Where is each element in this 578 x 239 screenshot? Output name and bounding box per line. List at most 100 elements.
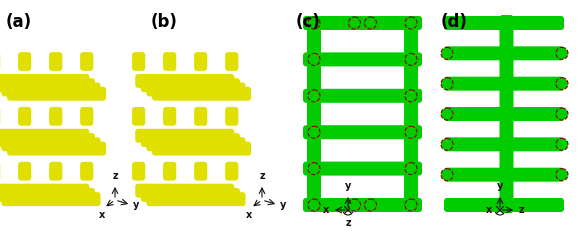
FancyBboxPatch shape	[152, 87, 251, 101]
FancyBboxPatch shape	[307, 20, 321, 208]
FancyBboxPatch shape	[503, 107, 564, 121]
FancyBboxPatch shape	[163, 107, 176, 126]
FancyBboxPatch shape	[225, 162, 238, 181]
FancyBboxPatch shape	[503, 137, 564, 151]
FancyBboxPatch shape	[0, 184, 90, 198]
Circle shape	[308, 126, 320, 138]
Text: y: y	[345, 181, 351, 191]
Circle shape	[405, 53, 417, 65]
FancyBboxPatch shape	[303, 89, 422, 103]
FancyBboxPatch shape	[444, 198, 509, 212]
FancyBboxPatch shape	[152, 141, 251, 156]
FancyBboxPatch shape	[303, 52, 422, 66]
FancyBboxPatch shape	[303, 198, 422, 212]
Text: (c): (c)	[296, 13, 321, 31]
Bar	[147, 0, 289, 239]
Bar	[436, 0, 578, 239]
FancyBboxPatch shape	[503, 46, 564, 60]
Circle shape	[349, 199, 361, 211]
Circle shape	[441, 47, 453, 59]
FancyBboxPatch shape	[0, 188, 95, 202]
FancyBboxPatch shape	[141, 188, 240, 202]
Bar	[0, 0, 147, 239]
FancyBboxPatch shape	[0, 129, 90, 143]
Text: z: z	[345, 218, 351, 228]
Circle shape	[556, 108, 568, 120]
Text: z: z	[112, 171, 118, 181]
Text: (d): (d)	[441, 13, 468, 31]
FancyBboxPatch shape	[146, 192, 246, 206]
FancyBboxPatch shape	[499, 15, 513, 213]
FancyBboxPatch shape	[225, 52, 238, 71]
FancyBboxPatch shape	[444, 137, 509, 151]
FancyBboxPatch shape	[18, 107, 31, 126]
FancyBboxPatch shape	[444, 168, 509, 182]
FancyBboxPatch shape	[146, 82, 246, 96]
FancyBboxPatch shape	[7, 141, 106, 156]
FancyBboxPatch shape	[444, 46, 509, 60]
Circle shape	[308, 199, 320, 211]
Text: y: y	[280, 200, 286, 210]
Text: x: x	[99, 210, 105, 220]
Circle shape	[308, 17, 320, 29]
Circle shape	[556, 78, 568, 90]
Text: y: y	[497, 181, 503, 191]
Circle shape	[556, 138, 568, 150]
FancyBboxPatch shape	[49, 107, 62, 126]
FancyBboxPatch shape	[503, 198, 564, 212]
FancyBboxPatch shape	[135, 184, 234, 198]
FancyBboxPatch shape	[132, 107, 145, 126]
FancyBboxPatch shape	[7, 196, 106, 210]
Circle shape	[308, 90, 320, 102]
FancyBboxPatch shape	[303, 16, 422, 30]
Circle shape	[308, 53, 320, 65]
Text: z: z	[519, 205, 525, 215]
FancyBboxPatch shape	[49, 162, 62, 181]
Text: z: z	[259, 171, 265, 181]
FancyBboxPatch shape	[225, 107, 238, 126]
Circle shape	[441, 138, 453, 150]
FancyBboxPatch shape	[7, 87, 106, 101]
FancyBboxPatch shape	[135, 74, 234, 88]
FancyBboxPatch shape	[0, 78, 95, 92]
Circle shape	[405, 163, 417, 175]
FancyBboxPatch shape	[1, 82, 101, 96]
Circle shape	[441, 169, 453, 181]
FancyBboxPatch shape	[444, 16, 509, 30]
Circle shape	[405, 17, 417, 29]
Circle shape	[405, 199, 417, 211]
Text: (a): (a)	[6, 13, 32, 31]
Text: x: x	[323, 205, 329, 215]
FancyBboxPatch shape	[503, 168, 564, 182]
Circle shape	[405, 126, 417, 138]
FancyBboxPatch shape	[18, 162, 31, 181]
Circle shape	[441, 108, 453, 120]
FancyBboxPatch shape	[49, 52, 62, 71]
Circle shape	[556, 169, 568, 181]
FancyBboxPatch shape	[404, 20, 418, 208]
FancyBboxPatch shape	[152, 196, 251, 210]
Text: (b): (b)	[151, 13, 178, 31]
FancyBboxPatch shape	[80, 162, 93, 181]
FancyBboxPatch shape	[18, 52, 31, 71]
Circle shape	[365, 199, 376, 211]
Text: x: x	[486, 205, 492, 215]
Circle shape	[308, 163, 320, 175]
FancyBboxPatch shape	[132, 162, 145, 181]
FancyBboxPatch shape	[1, 192, 101, 206]
Bar	[289, 0, 436, 239]
FancyBboxPatch shape	[444, 107, 509, 121]
FancyBboxPatch shape	[163, 162, 176, 181]
Text: y: y	[133, 200, 139, 210]
FancyBboxPatch shape	[80, 107, 93, 126]
FancyBboxPatch shape	[444, 77, 509, 91]
FancyBboxPatch shape	[194, 52, 208, 71]
FancyBboxPatch shape	[80, 52, 93, 71]
FancyBboxPatch shape	[503, 16, 564, 30]
Circle shape	[405, 90, 417, 102]
FancyBboxPatch shape	[1, 137, 101, 151]
FancyBboxPatch shape	[0, 74, 90, 88]
Circle shape	[349, 17, 361, 29]
FancyBboxPatch shape	[163, 52, 176, 71]
FancyBboxPatch shape	[194, 162, 208, 181]
